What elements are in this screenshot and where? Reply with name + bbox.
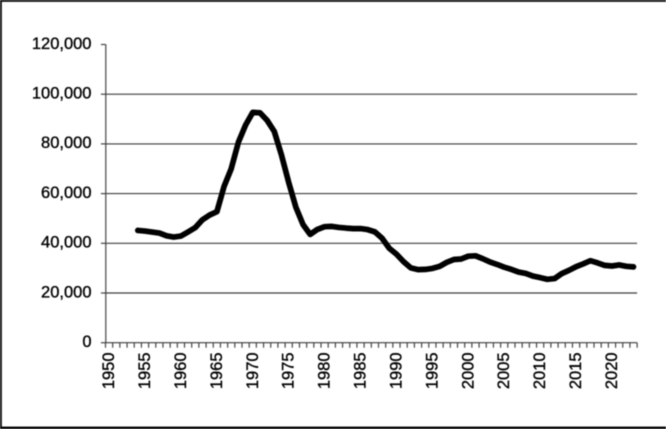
svg-text:120,000: 120,000: [32, 35, 92, 53]
svg-text:1980: 1980: [316, 352, 334, 389]
svg-text:60,000: 60,000: [41, 184, 91, 202]
svg-text:2000: 2000: [459, 352, 477, 389]
svg-text:2010: 2010: [531, 352, 549, 389]
svg-text:1955: 1955: [136, 352, 154, 389]
svg-text:1995: 1995: [423, 352, 441, 389]
svg-text:1990: 1990: [388, 352, 406, 389]
svg-text:1970: 1970: [244, 352, 262, 389]
svg-text:40,000: 40,000: [41, 234, 91, 252]
svg-text:2015: 2015: [567, 352, 585, 389]
svg-text:1975: 1975: [280, 352, 298, 389]
svg-text:2005: 2005: [495, 352, 513, 389]
svg-text:1950: 1950: [100, 352, 118, 389]
svg-text:80,000: 80,000: [41, 134, 91, 152]
svg-text:100,000: 100,000: [32, 85, 92, 103]
svg-text:1985: 1985: [352, 352, 370, 389]
svg-text:1965: 1965: [208, 352, 226, 389]
svg-text:0: 0: [82, 333, 91, 351]
svg-text:20,000: 20,000: [41, 283, 91, 301]
svg-text:1960: 1960: [172, 352, 190, 389]
svg-text:2020: 2020: [603, 352, 621, 389]
